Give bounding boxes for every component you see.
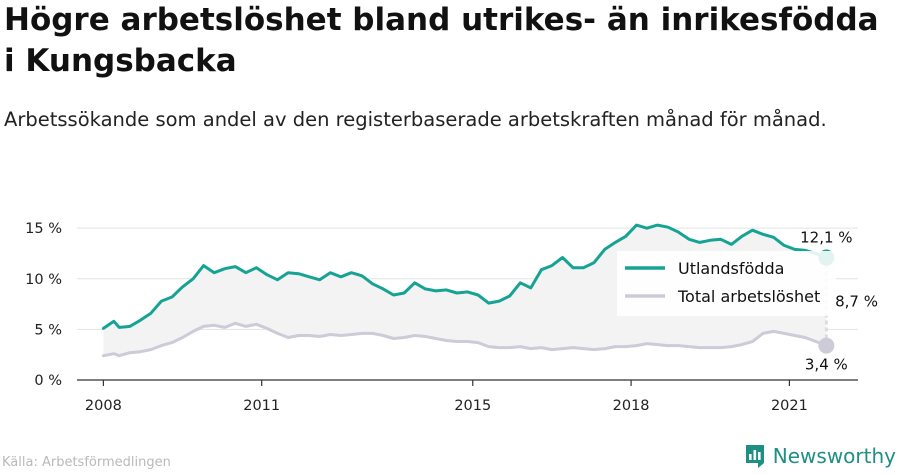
end-label-utlandsfodda: 12,1 % xyxy=(800,229,852,247)
x-tick-label: 2008 xyxy=(85,398,122,414)
source-note: Källa: Arbetsförmedlingen xyxy=(2,455,171,470)
line-chart: 0 % 5 % 10 % 15 % 2008 2011 2015 2018 2021 12,1 %… xyxy=(25,221,878,414)
series-line-total xyxy=(101,321,828,358)
x-tick-label: 2011 xyxy=(243,398,280,414)
brand-logo: Newsworthy xyxy=(744,442,896,470)
y-tick-label: 0 % xyxy=(34,373,62,389)
end-marker-total xyxy=(818,337,835,354)
newsworthy-logo-icon xyxy=(745,445,764,468)
y-tick-label: 5 % xyxy=(34,322,62,338)
brand-name: Newsworthy xyxy=(772,444,896,468)
y-tick-label: 15 % xyxy=(25,221,62,237)
x-tick-label: 2018 xyxy=(613,398,650,414)
legend-label-utlandsfodda: Utlandsfödda xyxy=(678,259,784,278)
gap-label: 8,7 % xyxy=(835,293,878,311)
chart-subtitle: Arbetssökande som andel av den registerb… xyxy=(4,108,827,131)
x-tick-label: 2021 xyxy=(771,398,808,414)
x-tick-label: 2015 xyxy=(454,398,491,414)
end-label-total: 3,4 % xyxy=(805,356,848,374)
chart-title: Högre arbetslöshet bland utrikes- än inr… xyxy=(4,2,879,79)
series-line-utlandsfodda xyxy=(101,223,828,330)
y-tick-label: 10 % xyxy=(25,272,62,288)
legend-label-total: Total arbetslöshet xyxy=(677,287,820,306)
legend-background xyxy=(617,251,836,316)
legend: Utlandsfödda Total arbetslöshet xyxy=(617,251,836,316)
